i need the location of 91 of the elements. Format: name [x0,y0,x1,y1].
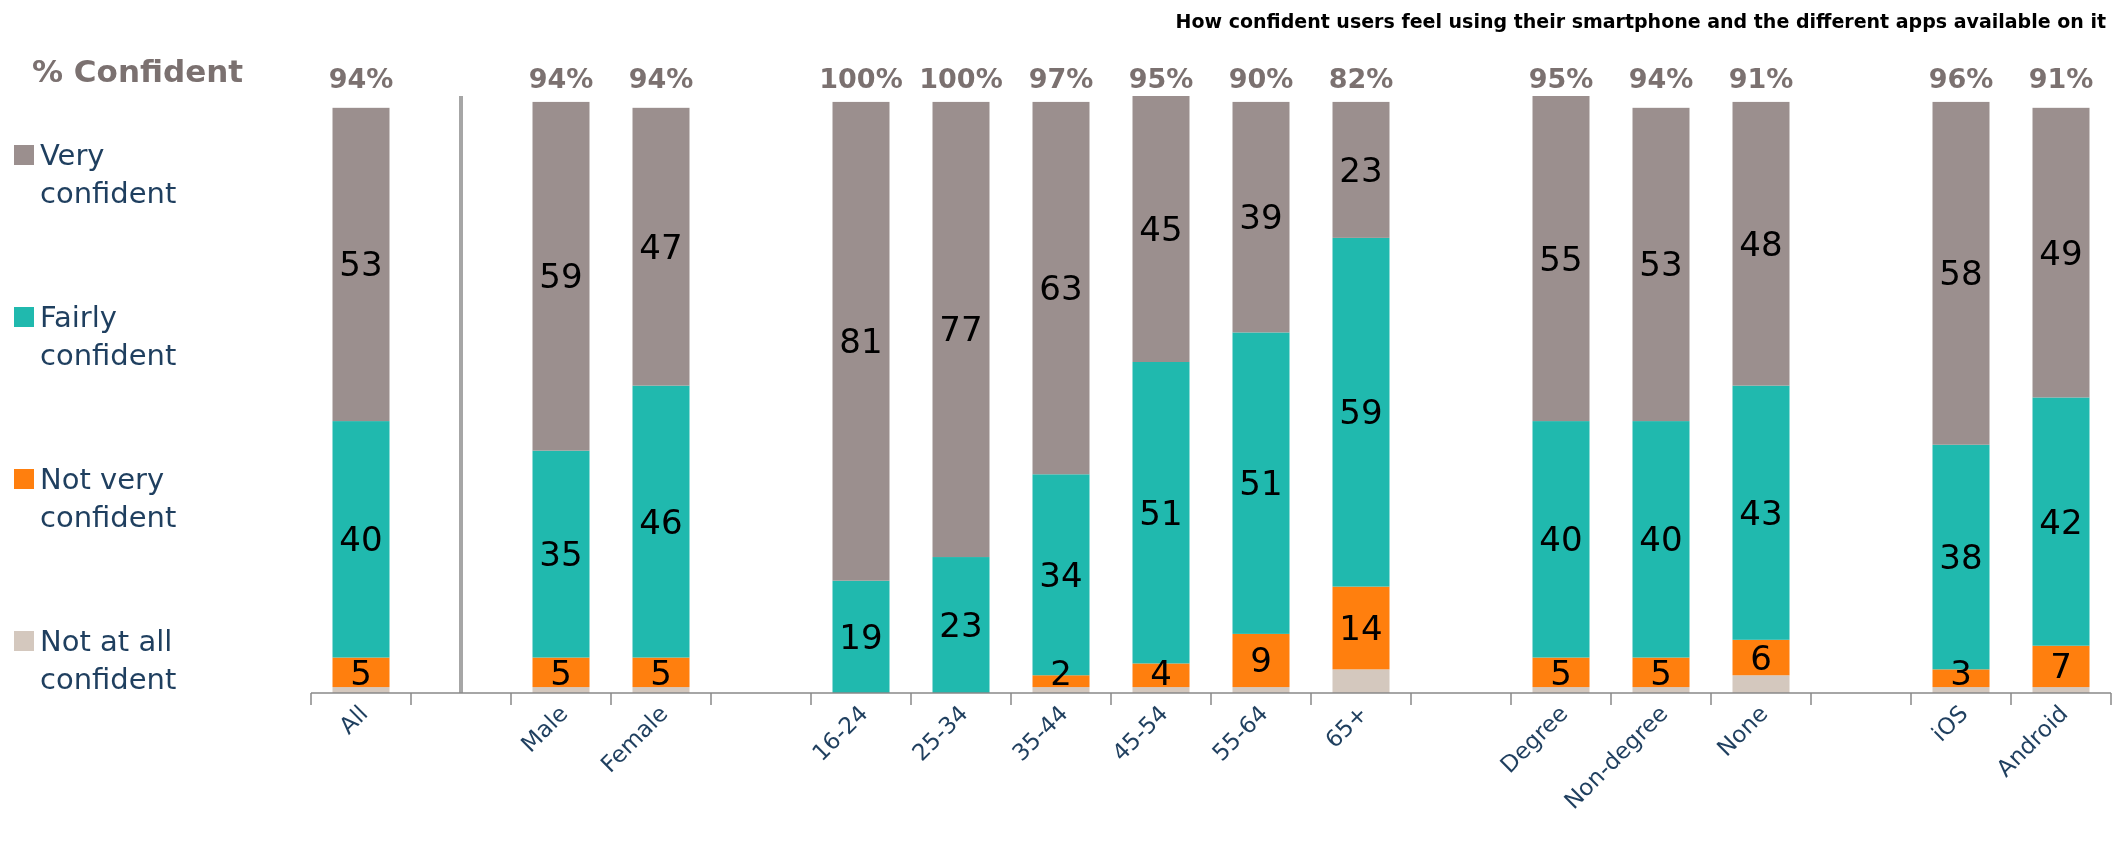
legend-label: Not at all confident [40,624,177,696]
bar [832,580,890,693]
text: 90% [1228,63,1294,94]
legend-title: % Confident [32,53,244,89]
data-label: 59 [1339,392,1383,433]
bar [1332,669,1390,693]
text: 94% [1628,63,1694,94]
text: 91% [2028,63,2094,94]
data-label: 23 [1339,149,1383,190]
data-label: 9 [1250,640,1272,681]
data-label: 23 [939,605,983,646]
bar [1332,586,1390,670]
data-label: 34 [1039,554,1083,595]
bar [632,385,690,658]
data-label: 58 [1939,253,1983,294]
legend-label: Fairly confident [40,300,177,372]
bar [1332,237,1390,587]
data-label: 53 [1639,244,1683,285]
bar [1232,633,1290,688]
bar [1532,421,1590,658]
bar [1632,107,1690,422]
data-label: 48 [1739,223,1783,264]
text: 95% [1128,63,1194,94]
data-label: 4 [1150,653,1172,694]
data-label: 42 [2039,501,2083,542]
data-label: 40 [1639,519,1683,560]
text: 91% [1728,63,1794,94]
bar [1232,101,1290,333]
data-label: 35 [539,534,583,575]
text: 95% [1528,63,1594,94]
bar [2032,645,2090,688]
bar [632,107,690,386]
chart-title: How confident users feel using their smartphone and the different apps available on it [1175,10,2106,32]
text: 96% [1928,63,1994,94]
text: 100% [919,63,1003,94]
bar [1532,96,1590,422]
data-label: 46 [639,501,683,542]
bar [1132,96,1190,362]
data-label: 55 [1539,238,1583,279]
data-label: 51 [1139,492,1183,533]
data-label: 19 [839,616,883,657]
bar [1732,385,1790,640]
data-label: 63 [1039,268,1083,309]
data-label: 39 [1239,197,1283,238]
data-label: 7 [2050,646,2072,687]
bar [1332,101,1390,238]
bar [332,421,390,658]
x-tick-label: iOS [1926,700,1973,747]
text: 94% [328,63,394,94]
data-label: 38 [1939,537,1983,578]
text: 94% [528,63,594,94]
bar [2032,107,2090,398]
bar [1732,101,1790,386]
bar [2032,397,2090,646]
bar [1732,675,1790,693]
x-tick-label: All [333,700,373,739]
text: 82% [1328,63,1394,94]
bar [1932,101,1990,445]
data-label: 59 [539,256,583,297]
text: 100% [819,63,903,94]
data-label: 45 [1139,209,1183,249]
bar [1232,332,1290,634]
data-label: 40 [1539,519,1583,560]
data-label: 81 [839,321,883,362]
data-label: 51 [1239,463,1283,504]
data-label: 43 [1739,492,1783,533]
x-tick-label: 65+ [1319,700,1373,753]
bar [1032,101,1090,475]
data-label: 77 [939,309,983,350]
data-label: 6 [1750,637,1772,678]
legend-label: Not very confident [40,462,177,534]
text: 94% [628,63,694,94]
legend-label: Very confident [40,138,177,210]
bar [332,107,390,422]
data-label: 53 [339,244,383,285]
data-label: 5 [1650,653,1672,694]
data-label: 14 [1339,607,1383,648]
bar [532,450,590,658]
data-label: 5 [1550,653,1572,694]
bar [532,101,590,451]
data-label: 5 [550,653,572,694]
data-label: 5 [350,653,372,694]
bar [1632,421,1690,658]
text: 97% [1028,63,1094,94]
data-label: 40 [339,519,383,560]
data-label: 5 [650,653,672,694]
bar [832,101,890,581]
data-label: 49 [2039,232,2083,273]
bar [932,101,990,558]
bar [932,557,990,693]
data-label: 47 [639,226,683,267]
